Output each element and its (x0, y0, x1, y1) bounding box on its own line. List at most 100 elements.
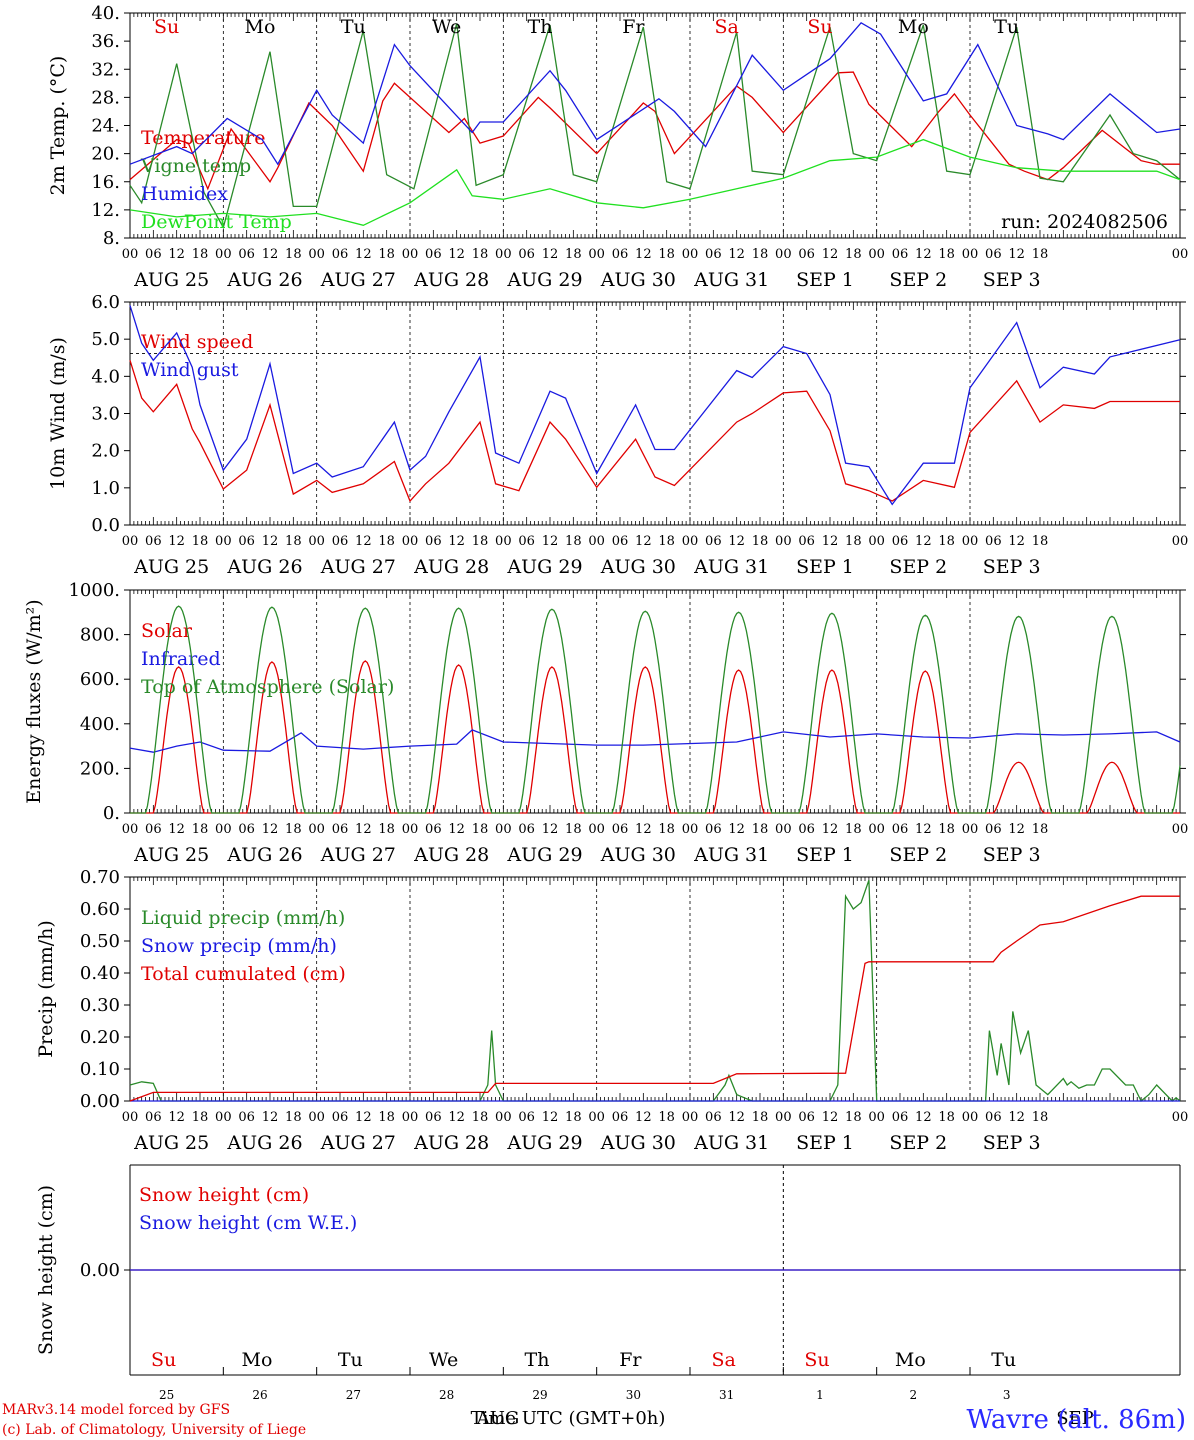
date-label: AUG 28 (413, 269, 489, 291)
hour-tick-label: 12 (542, 1110, 559, 1125)
hour-tick-label: 18 (378, 1110, 395, 1125)
y-tick-label: 8. (103, 228, 120, 249)
weekday-label: Tu (341, 16, 366, 38)
hour-tick-label: 00 (868, 247, 885, 262)
date-label: SEP 1 (796, 556, 854, 578)
day-number-label: 29 (532, 1388, 547, 1402)
hour-tick-label: 06 (892, 1110, 909, 1125)
date-label: AUG 31 (693, 1132, 769, 1154)
legend-entry: Liquid precip (mm/h) (141, 907, 345, 929)
y-tick-label: 0.50 (80, 931, 120, 952)
y-tick-label: 2.0 (91, 441, 120, 462)
hour-tick-label: 00 (588, 534, 605, 549)
hour-tick-label: 18 (472, 534, 489, 549)
hour-tick-label: 12 (355, 822, 372, 837)
day-number-label: 3 (1003, 1388, 1011, 1402)
date-label: SEP 1 (796, 844, 854, 866)
wind-panel: 0.0 1.0 2.0 3.0 4.0 5.0 6.0 10m Wind (m/s) Wind … (47, 292, 1188, 578)
date-label: AUG 29 (506, 1132, 582, 1154)
credit-line-2: (c) Lab. of Climatology, University of L… (2, 1422, 306, 1438)
y-tick-label: 3.0 (91, 404, 120, 425)
y-tick-label: 400. (80, 714, 120, 735)
hour-tick-label: 12 (915, 534, 932, 549)
date-label: AUG 29 (506, 556, 582, 578)
hour-tick-label: 06 (612, 534, 629, 549)
weekday-label: We (432, 16, 461, 38)
y-tick-label: 0.00 (80, 1260, 120, 1281)
weekday-label: Tu (338, 1349, 363, 1371)
legend-entry: Humidex (141, 183, 228, 205)
hour-tick-label: 06 (985, 534, 1002, 549)
hour-tick-label: 06 (332, 1110, 349, 1125)
hour-tick-label: 00 (682, 1110, 699, 1125)
hour-tick-label: 12 (728, 247, 745, 262)
hour-tick-label: 18 (845, 247, 862, 262)
weekday-label: Mo (895, 1349, 926, 1371)
date-label: AUG 26 (226, 269, 302, 291)
hour-tick-label: 18 (845, 534, 862, 549)
snow-panel: 0.00 Snow height (cm) Snow height (cm) Snow… (35, 1164, 1186, 1402)
hour-tick-label: 12 (448, 822, 465, 837)
hour-tick-label: 18 (565, 822, 582, 837)
date-label: SEP 2 (889, 844, 947, 866)
legend-entry: Wind gust (141, 359, 239, 381)
hour-tick-label: 12 (915, 822, 932, 837)
hour-tick-label: 06 (238, 534, 255, 549)
hour-tick-label: 12 (728, 822, 745, 837)
credit-line-1: MARv3.14 model forced by GFS (2, 1402, 230, 1418)
date-label: AUG 30 (600, 556, 676, 578)
energy-panel: 0. 200. 400. 600. 800. 1000. Energy fluxes (W/… (23, 580, 1188, 866)
hour-tick-label: 18 (565, 247, 582, 262)
date-label: SEP 3 (983, 556, 1041, 578)
date-label: AUG 31 (693, 556, 769, 578)
date-label: SEP 3 (983, 269, 1041, 291)
hour-tick-label: 18 (378, 534, 395, 549)
hour-tick-label: 00 (122, 822, 139, 837)
y-axis-label: Snow height (cm) (35, 1185, 57, 1355)
y-tick-label: 0.0 (91, 515, 120, 536)
hour-tick-label: 06 (145, 822, 162, 837)
hour-tick-label: 18 (1032, 822, 1049, 837)
hour-tick-label: 18 (938, 534, 955, 549)
hour-tick-label: 12 (168, 247, 185, 262)
legend-entry: DewPoint Temp (141, 211, 292, 233)
hour-tick-label: 06 (425, 247, 442, 262)
wind-series-wind-speed (129, 360, 1180, 503)
x-axis-label: Time UTC (GMT+0h) (471, 1408, 666, 1429)
legend-entry: Snow precip (mm/h) (141, 935, 337, 957)
hour-tick-label: 06 (985, 822, 1002, 837)
hour-tick-label: 00 (775, 1110, 792, 1125)
hour-tick-label: 18 (658, 247, 675, 262)
hour-tick-label: 12 (728, 1110, 745, 1125)
hour-tick-label: 06 (892, 247, 909, 262)
hour-tick-label: 12 (355, 247, 372, 262)
hour-tick-label: 06 (518, 1110, 535, 1125)
y-tick-label: 800. (80, 625, 120, 646)
weekday-label: Su (804, 1349, 829, 1371)
date-label: AUG 27 (320, 844, 396, 866)
hour-tick-label: 06 (332, 822, 349, 837)
hour-tick-label: 12 (448, 247, 465, 262)
date-label: AUG 27 (320, 1132, 396, 1154)
y-tick-label: 28. (91, 87, 120, 108)
legend-entry: Snow height (cm W.E.) (139, 1212, 357, 1234)
date-label: SEP 3 (983, 1132, 1041, 1154)
precip-series-liquid-precip-mm-h- (129, 879, 1181, 1103)
hour-tick-label: 12 (822, 822, 839, 837)
hour-tick-label: 00 (495, 534, 512, 549)
hour-tick-label: 18 (285, 247, 302, 262)
hour-tick-label: 06 (798, 1110, 815, 1125)
hour-tick-label: 12 (635, 247, 652, 262)
month-label: AUG (476, 1408, 520, 1429)
hour-tick-label: 12 (915, 1110, 932, 1125)
date-label: AUG 25 (133, 1132, 209, 1154)
hour-tick-label: 12 (355, 1110, 372, 1125)
weekday-label: Sa (711, 1349, 735, 1371)
hour-tick-label: 12 (262, 822, 279, 837)
hour-tick-label: 06 (425, 1110, 442, 1125)
hour-tick-label: 18 (938, 1110, 955, 1125)
hour-tick-label: 12 (915, 247, 932, 262)
day-number-label: 2 (910, 1388, 918, 1402)
weekday-label: Mo (245, 16, 276, 38)
